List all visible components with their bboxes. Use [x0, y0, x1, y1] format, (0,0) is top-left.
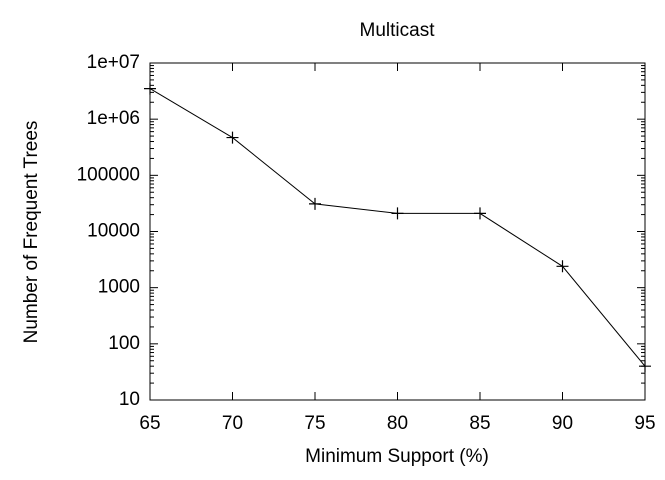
point-marker	[556, 260, 569, 273]
plot-border	[149, 62, 646, 401]
x-tick-label: 85	[469, 413, 490, 434]
point-marker	[309, 197, 321, 210]
x-tick-label: 90	[552, 413, 573, 434]
x-tick-label: 75	[304, 413, 325, 434]
x-tick-label: 80	[387, 413, 408, 434]
x-tick-label: 70	[222, 413, 243, 434]
y-tick-label: 100	[108, 333, 140, 354]
data-line	[149, 88, 646, 367]
point-marker	[391, 207, 404, 220]
y-tick-label: 1e+07	[87, 52, 140, 73]
y-axis-label: Number of Frequent Trees	[21, 121, 42, 344]
y-tick-label: 10000	[87, 221, 140, 242]
point-marker	[639, 360, 651, 373]
y-tick-label: 10	[119, 389, 140, 410]
point-marker	[226, 131, 239, 144]
x-tick-label: 65	[139, 413, 160, 434]
point-marker	[474, 207, 486, 220]
y-tick-label: 100000	[77, 164, 140, 185]
y-tick-label: 1000	[98, 277, 140, 298]
point-marker	[144, 82, 156, 95]
x-axis-label: Minimum Support (%)	[305, 446, 489, 467]
x-tick-label: 95	[634, 413, 655, 434]
chart-title: Multicast	[360, 20, 436, 41]
y-tick-label: 1e+06	[87, 108, 140, 129]
